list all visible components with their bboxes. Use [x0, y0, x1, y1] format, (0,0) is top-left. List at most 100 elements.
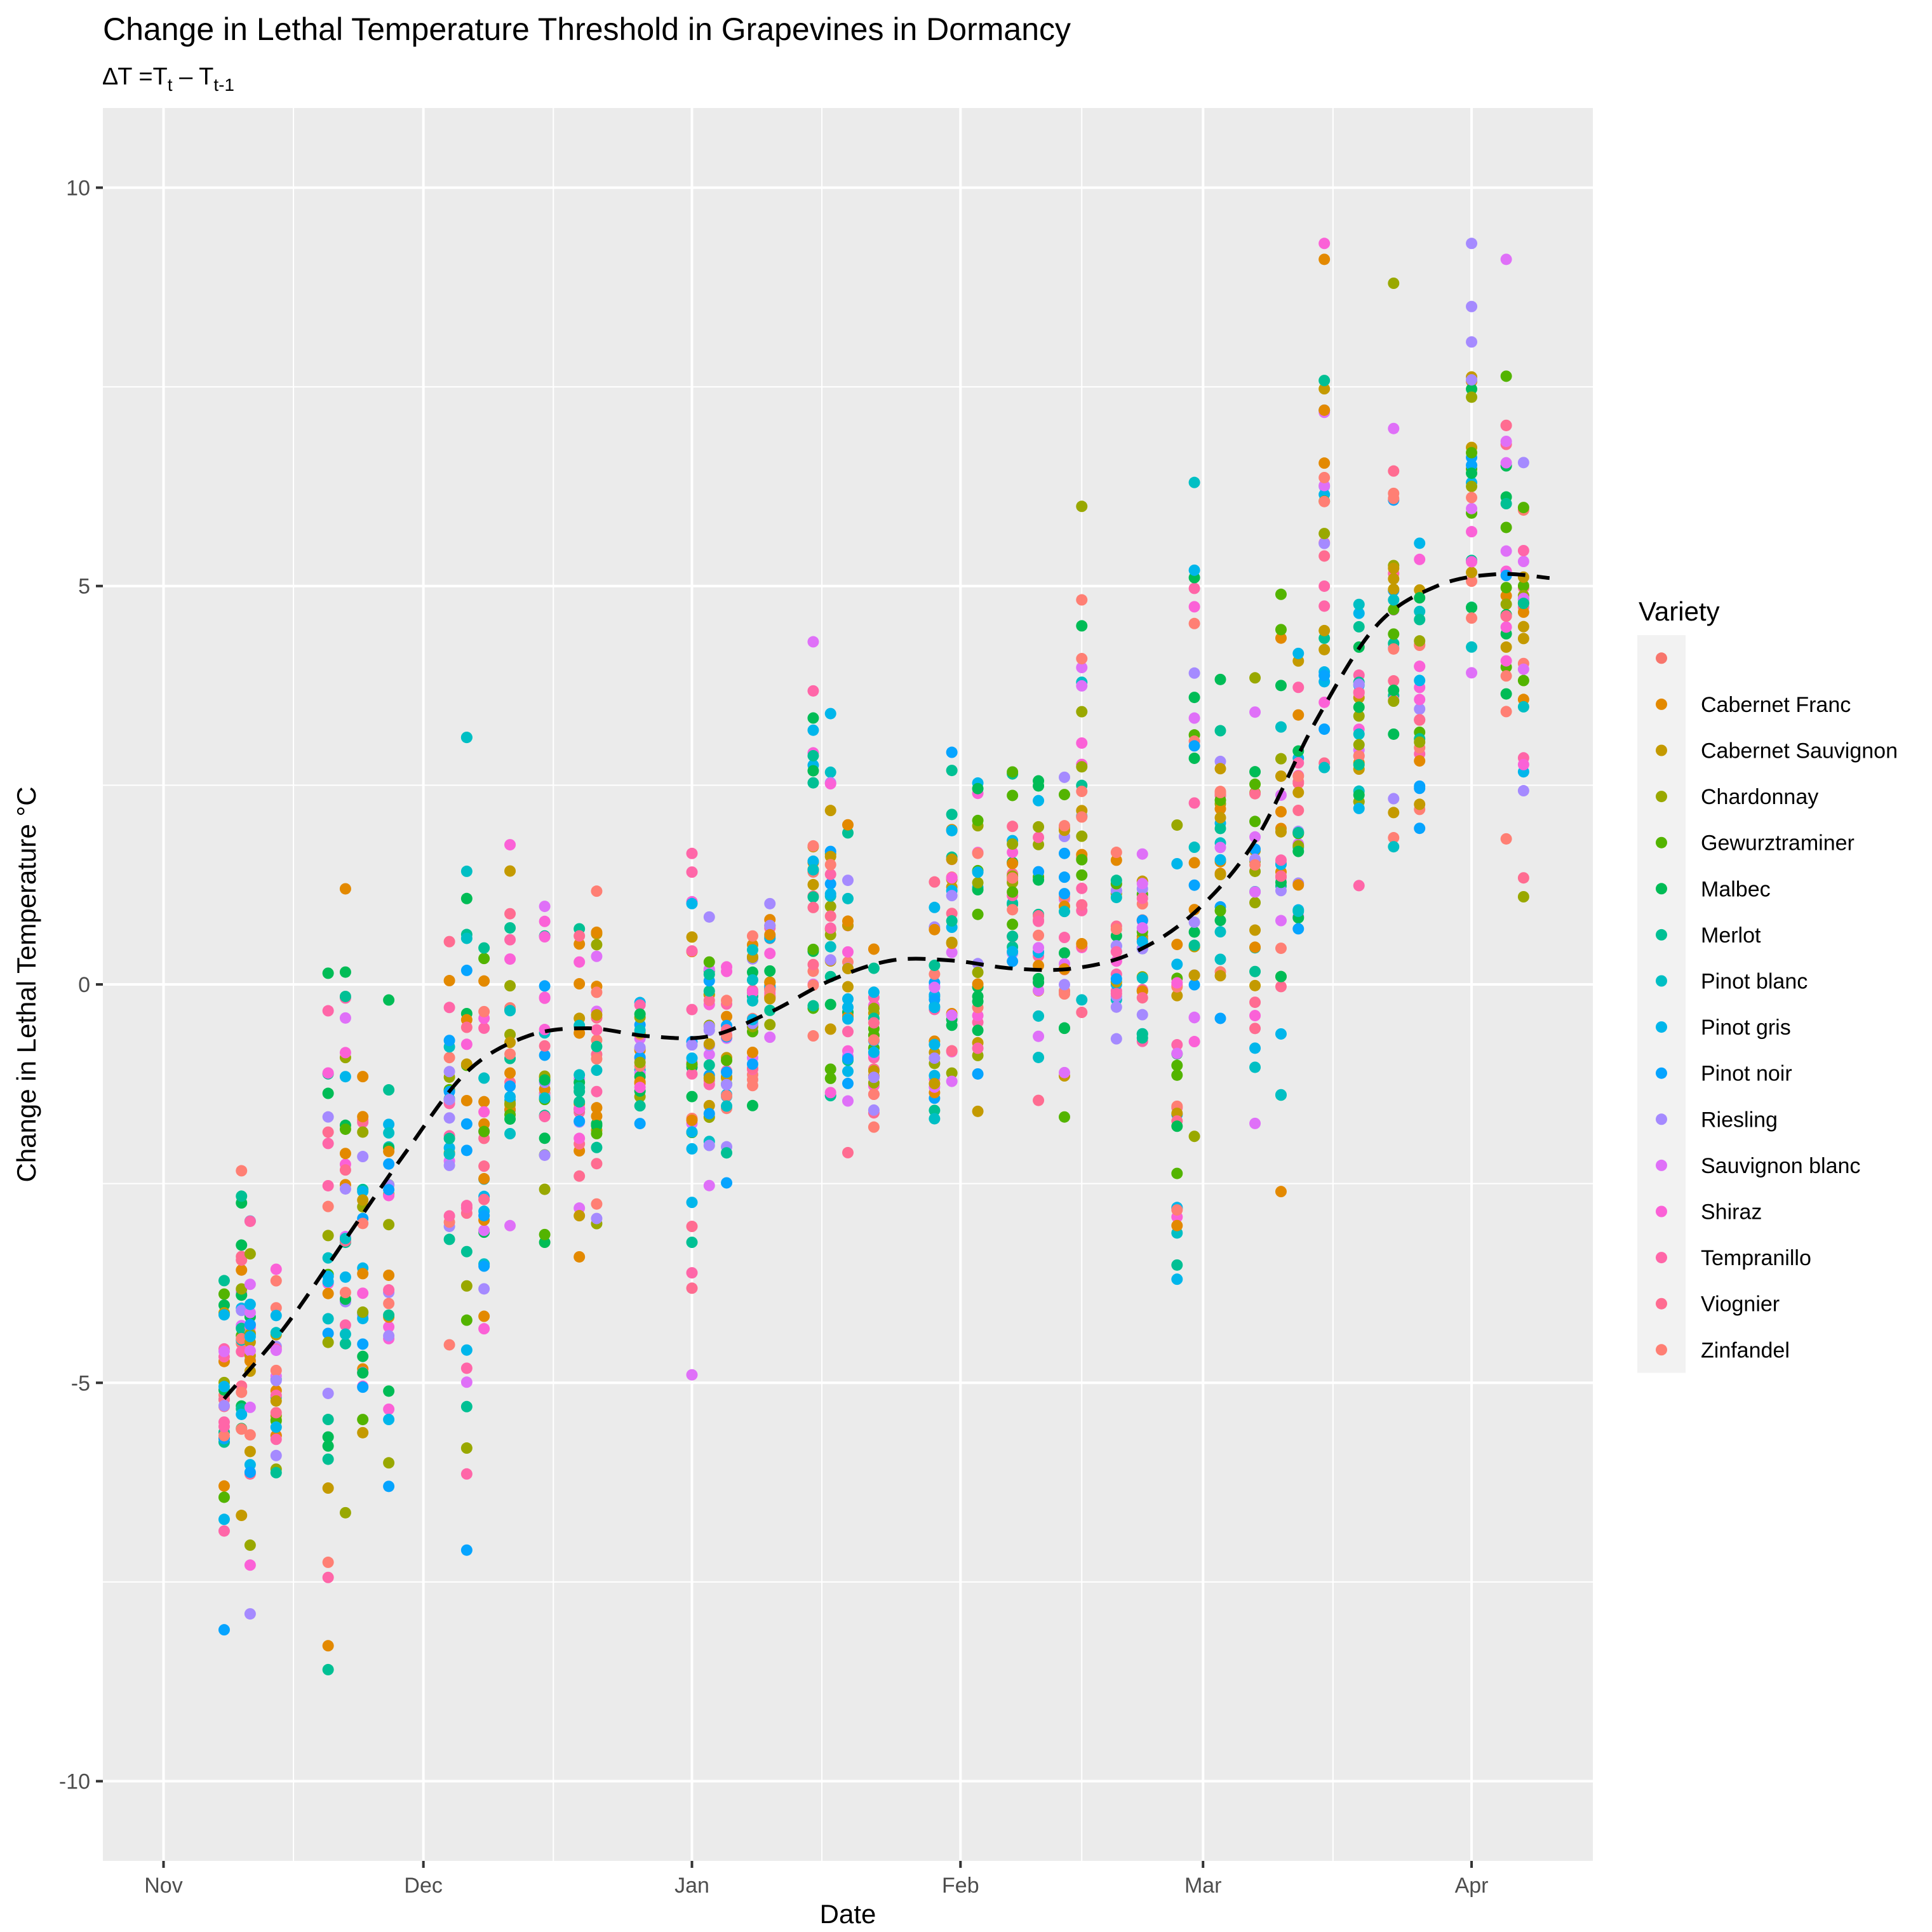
data-point: [1318, 495, 1331, 507]
data-point: [1353, 759, 1365, 771]
data-point: [1249, 672, 1261, 684]
data-point: [1517, 606, 1529, 618]
data-point: [478, 1096, 490, 1108]
data-point: [972, 866, 984, 878]
data-point: [591, 926, 603, 938]
data-point: [1414, 782, 1426, 795]
data-point: [1007, 857, 1019, 869]
data-point: [1353, 607, 1365, 619]
data-point: [634, 1056, 646, 1068]
data-point: [764, 993, 776, 1005]
data-point: [1007, 930, 1019, 943]
data-point: [1388, 628, 1400, 640]
data-point: [868, 1002, 880, 1014]
data-point: [1517, 580, 1529, 592]
data-point: [703, 1108, 715, 1120]
data-point: [1318, 471, 1331, 483]
data-point: [946, 1045, 958, 1057]
data-point: [721, 965, 733, 977]
data-point: [1110, 1033, 1122, 1045]
data-point: [946, 890, 958, 902]
data-point: [218, 1288, 230, 1300]
data-point: [270, 1433, 282, 1446]
data-point: [703, 1059, 715, 1071]
data-point: [721, 1054, 733, 1066]
data-point: [478, 1106, 490, 1118]
data-point: [703, 985, 715, 997]
data-point: [539, 1092, 551, 1104]
data-point: [460, 1314, 473, 1326]
data-point: [868, 986, 880, 998]
x-axis-title: Date: [820, 1899, 876, 1929]
data-point: [1110, 946, 1122, 958]
data-point: [807, 943, 819, 955]
data-point: [478, 1193, 490, 1205]
data-point: [218, 1525, 230, 1537]
data-point: [383, 1269, 395, 1281]
data-point: [946, 936, 958, 948]
data-point: [686, 931, 698, 943]
data-point: [1171, 857, 1183, 869]
data-point: [1033, 984, 1045, 996]
data-point: [1058, 906, 1070, 918]
data-point: [339, 1506, 351, 1519]
data-point: [842, 1065, 854, 1077]
data-point: [1076, 662, 1088, 674]
data-point: [443, 1002, 455, 1014]
data-point: [929, 901, 941, 913]
legend-key: [1656, 836, 1667, 849]
data-point: [1414, 755, 1426, 767]
data-point: [1414, 537, 1426, 549]
legend-label: Sauvignon blanc: [1701, 1154, 1860, 1178]
data-point: [270, 1345, 282, 1357]
data-point: [1466, 601, 1478, 614]
data-point: [460, 892, 473, 904]
data-point: [946, 1019, 958, 1031]
data-point: [1353, 621, 1365, 633]
data-point: [1388, 487, 1400, 499]
data-point: [746, 1080, 758, 1092]
data-point: [1171, 958, 1183, 970]
data-point: [1414, 614, 1426, 626]
data-point: [807, 724, 819, 736]
data-point: [236, 1408, 248, 1420]
data-point: [1318, 480, 1331, 492]
data-point: [1517, 502, 1529, 514]
data-point: [1058, 947, 1070, 959]
data-point: [270, 1395, 282, 1407]
data-point: [236, 1264, 248, 1276]
data-point: [972, 995, 984, 1007]
data-point: [1007, 821, 1019, 833]
data-point: [1188, 601, 1200, 613]
data-point: [1076, 994, 1088, 1006]
data-point: [460, 1344, 473, 1356]
data-point: [824, 954, 836, 966]
data-point: [460, 1544, 473, 1556]
data-point: [842, 946, 854, 958]
x-axis: Nov Dec Jan Feb Mar Apr: [144, 1861, 1489, 1898]
data-point: [270, 1421, 282, 1433]
data-point: [339, 883, 351, 895]
data-point: [1414, 736, 1426, 748]
data-point: [504, 953, 516, 965]
data-point: [946, 915, 958, 927]
data-point: [236, 1190, 248, 1202]
data-point: [322, 1327, 334, 1339]
data-point: [1188, 582, 1200, 594]
data-point: [1414, 694, 1426, 706]
data-point: [357, 1111, 369, 1123]
data-point: [824, 922, 836, 934]
data-point: [1500, 370, 1512, 382]
data-point: [270, 1275, 282, 1287]
data-point: [1353, 598, 1365, 610]
data-point: [634, 1100, 646, 1112]
data-point: [322, 1126, 334, 1138]
data-point: [1076, 830, 1088, 842]
data-point: [1414, 661, 1426, 673]
data-point: [1033, 915, 1045, 927]
data-point: [807, 891, 819, 903]
data-point: [591, 1110, 603, 1122]
data-point: [218, 1309, 230, 1321]
data-point: [1171, 977, 1183, 989]
data-point: [746, 1058, 758, 1070]
